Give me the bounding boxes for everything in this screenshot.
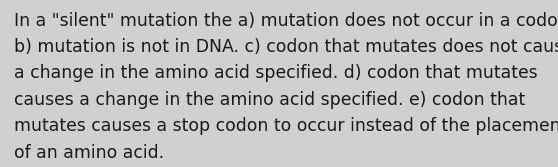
Text: In a "silent" mutation the a) mutation does not occur in a codon.: In a "silent" mutation the a) mutation d… — [14, 12, 558, 30]
Text: b) mutation is not in DNA. c) codon that mutates does not cause: b) mutation is not in DNA. c) codon that… — [14, 38, 558, 56]
Text: causes a change in the amino acid specified. e) codon that: causes a change in the amino acid specif… — [14, 91, 525, 109]
Text: a change in the amino acid specified. d) codon that mutates: a change in the amino acid specified. d)… — [14, 64, 537, 82]
Text: mutates causes a stop codon to occur instead of the placement: mutates causes a stop codon to occur ins… — [14, 117, 558, 135]
Text: of an amino acid.: of an amino acid. — [14, 144, 164, 162]
